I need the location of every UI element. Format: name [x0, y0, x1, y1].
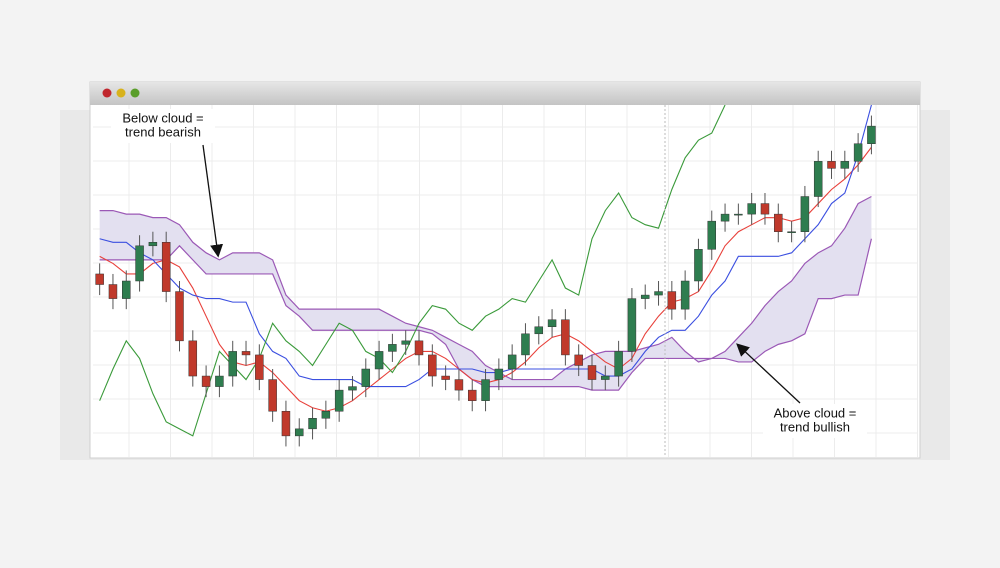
candle-body	[587, 365, 597, 380]
candle-body	[787, 231, 796, 233]
candle-body	[122, 280, 131, 299]
candle-body	[268, 379, 277, 412]
candle-body	[867, 125, 876, 144]
candle-body	[734, 213, 743, 216]
candle-body	[654, 291, 663, 296]
candle-body	[667, 291, 677, 310]
candle-body	[175, 291, 184, 342]
candle-body	[813, 161, 823, 197]
candle-body	[308, 418, 317, 430]
candle-body	[321, 410, 331, 419]
candle-body	[494, 368, 504, 380]
candle-body	[215, 375, 224, 387]
title-bar	[90, 82, 920, 105]
candle-body	[428, 354, 437, 377]
arrow	[202, 144, 224, 258]
indicator-line	[99, 105, 726, 437]
candle-body	[614, 351, 623, 377]
candle-body	[161, 242, 171, 292]
candle-body	[348, 386, 357, 391]
candle-body	[374, 351, 384, 370]
candle-body	[627, 298, 637, 352]
candle-body	[760, 203, 770, 215]
candle-body	[680, 280, 690, 310]
candle-body	[334, 389, 344, 412]
candle-body	[108, 284, 118, 299]
candle-body	[361, 368, 371, 387]
candle-body	[228, 351, 237, 377]
annotations: Below cloud =trend bearish Above cloud =t…	[111, 109, 867, 438]
annotation-bg	[111, 109, 215, 143]
candle-body	[255, 354, 264, 380]
candle-body	[401, 340, 410, 345]
candle-body	[295, 428, 304, 437]
candle-body	[694, 249, 703, 282]
candle-body	[774, 213, 783, 232]
candle-body	[601, 375, 610, 380]
candle-body	[454, 379, 464, 391]
candle-body	[467, 389, 477, 401]
candle-body	[521, 333, 530, 356]
candle-body	[534, 326, 544, 335]
annotation: trend bullish	[780, 419, 850, 434]
annotation: Above cloud =	[774, 405, 857, 420]
candle-body	[95, 273, 104, 285]
candle-body	[241, 351, 251, 356]
close-button[interactable]	[102, 88, 112, 98]
candle-body	[561, 319, 570, 356]
candle-body	[201, 375, 211, 387]
candle-body	[388, 344, 397, 352]
candle-body	[441, 375, 450, 380]
candle-body	[135, 245, 144, 282]
candle-body	[188, 340, 198, 377]
candle-body	[281, 410, 291, 437]
candle-body	[800, 196, 810, 232]
candle-body	[414, 340, 424, 356]
candle-body	[574, 354, 583, 366]
arrow	[736, 343, 801, 404]
candle-body	[148, 242, 158, 247]
candle-body	[707, 220, 716, 250]
candle-body	[547, 319, 557, 328]
candle-body	[747, 203, 756, 215]
minimize-button[interactable]	[116, 88, 126, 98]
plot-area	[95, 105, 876, 447]
maximize-button[interactable]	[130, 88, 140, 98]
candle-body	[853, 143, 863, 162]
candle-body	[481, 379, 490, 401]
cloud-span-a	[99, 195, 872, 381]
candle-body	[720, 213, 730, 222]
candle-body	[827, 161, 836, 169]
candle-body	[640, 294, 650, 299]
candle-body	[507, 354, 517, 370]
annotation-bg	[763, 404, 867, 438]
candle-body	[840, 161, 850, 169]
annotation: Below cloud =	[122, 110, 203, 125]
annotation: trend bearish	[125, 124, 201, 139]
